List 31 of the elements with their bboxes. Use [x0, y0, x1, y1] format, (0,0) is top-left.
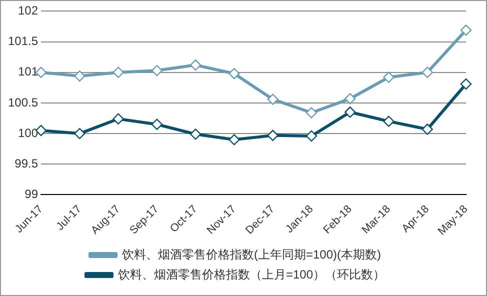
- point: [74, 128, 86, 140]
- point: [383, 72, 394, 83]
- point: [190, 128, 202, 140]
- point: [151, 64, 163, 76]
- y-tick-label: 99: [24, 187, 38, 202]
- point: [344, 106, 356, 118]
- legend-label: 饮料、烟酒零售价格指数（上月=100）（环比数）: [116, 267, 386, 282]
- y-tick-label: 100.5: [8, 95, 38, 110]
- y-tick-label: 99.5: [14, 156, 38, 170]
- point: [267, 130, 278, 141]
- point: [228, 68, 240, 80]
- y-tick-label: 101: [18, 64, 38, 79]
- point: [460, 78, 472, 90]
- point: [151, 118, 163, 130]
- y-tick-label: 102: [18, 4, 38, 18]
- y-tick-label: 100: [18, 126, 38, 140]
- point: [74, 70, 86, 82]
- point: [383, 116, 394, 127]
- legend-label: 饮料、烟酒零售价格指数(上年同期=100)(本期数): [120, 247, 382, 262]
- point: [422, 66, 433, 78]
- point: [267, 94, 278, 105]
- point: [190, 59, 202, 71]
- point: [112, 66, 124, 78]
- point: [344, 93, 356, 104]
- point: [306, 107, 318, 118]
- y-tick-label: 101.5: [8, 34, 38, 48]
- point: [460, 24, 472, 36]
- point: [306, 130, 318, 142]
- point: [422, 124, 433, 135]
- point: [228, 134, 240, 146]
- point: [112, 113, 124, 124]
